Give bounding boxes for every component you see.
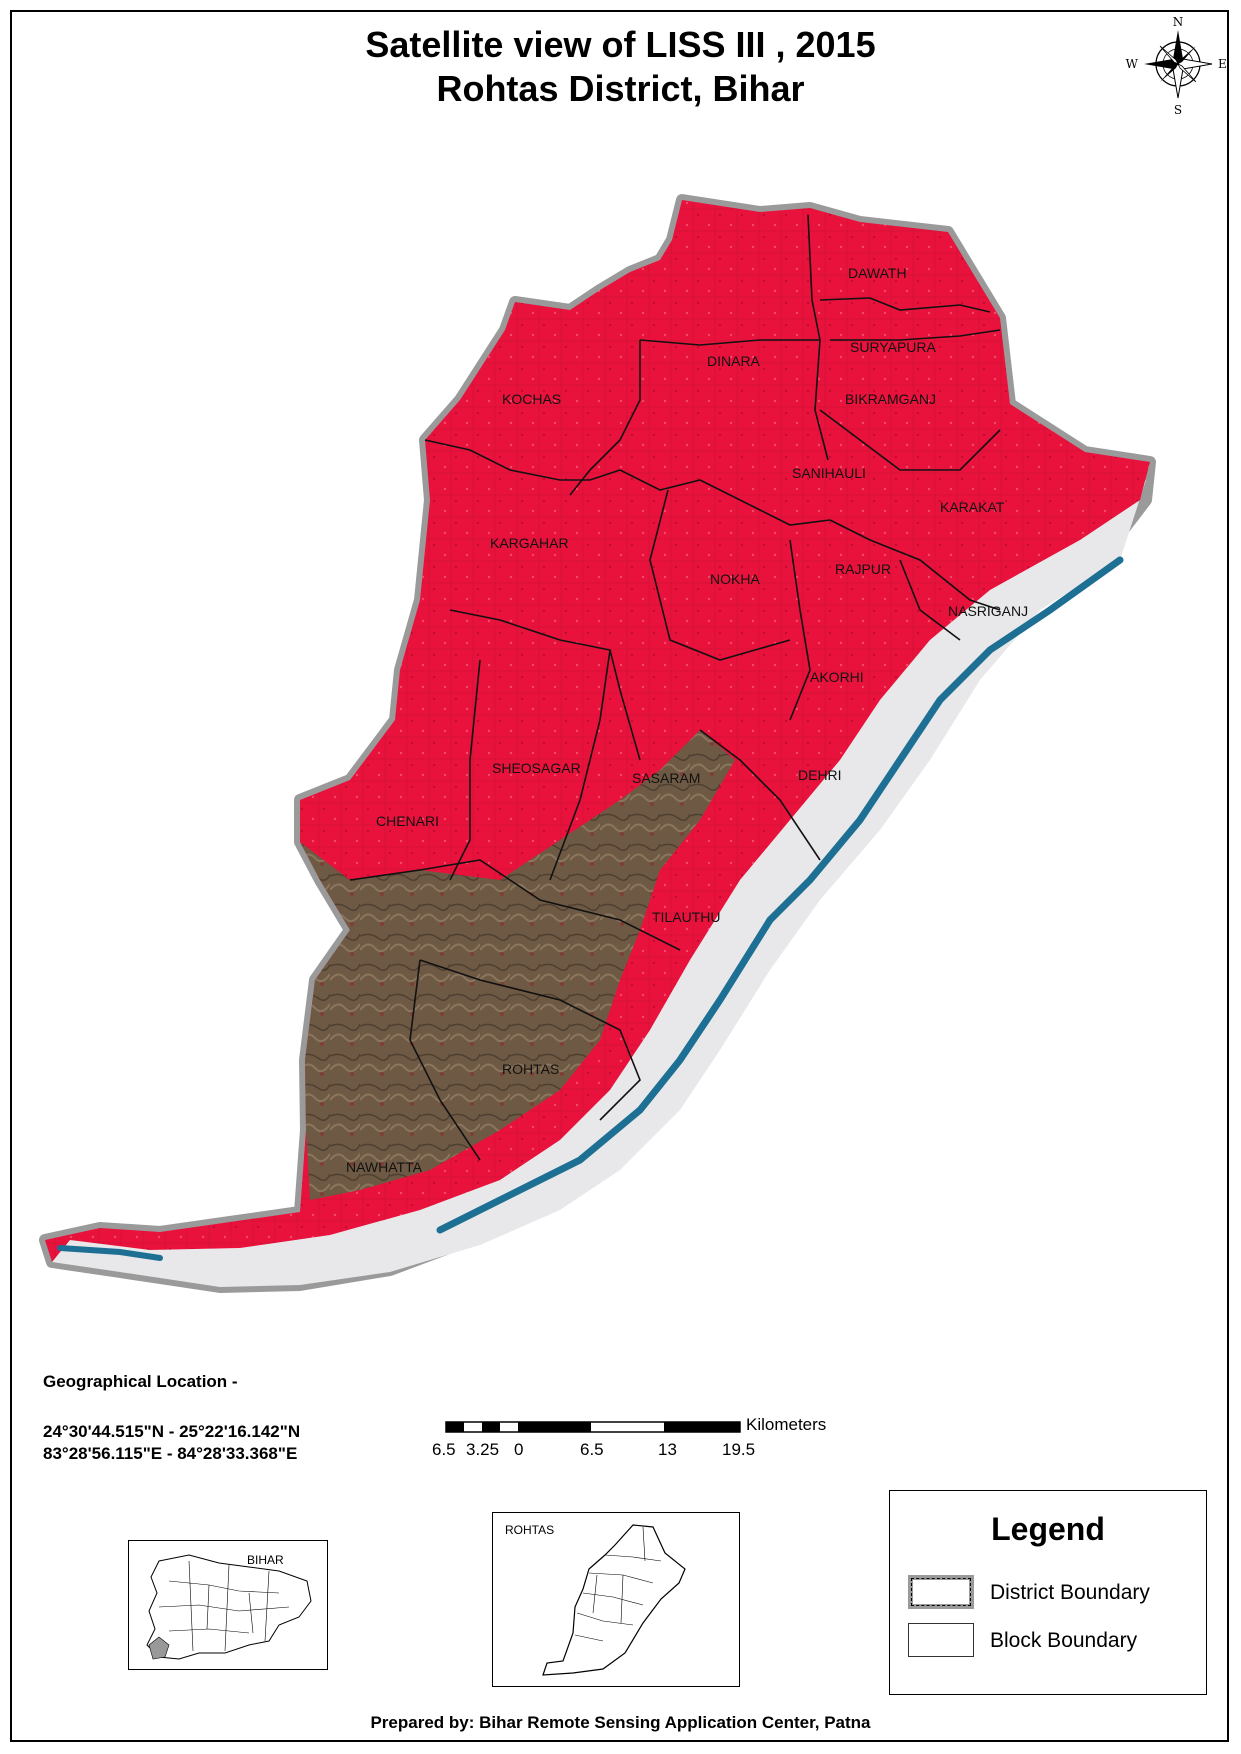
rohtas-inset-map: ROHTAS [492,1512,740,1687]
block-label: NASRIGANJ [948,603,1028,619]
footer-credit: Prepared by: Bihar Remote Sensing Applic… [370,1713,871,1732]
block-boundaries [349,214,1001,1161]
block-label: KOCHAS [502,391,561,407]
block-labels: DAWATH SURYAPURA DINARA KOCHAS BIKRAMGAN… [346,265,1028,1175]
bihar-inset-label: BIHAR [247,1553,284,1567]
plateau-hills [300,730,735,1200]
scale-tick: 3.25 [466,1440,500,1459]
block-boundary-swatch [908,1623,974,1657]
legend-title: Legend [991,1511,1105,1547]
legend-label: Block Boundary [990,1629,1138,1652]
map-title: Satellite view of LISS III , 2015 [365,24,876,65]
river-sand-bank [52,480,1146,1287]
svg-text:S: S [1174,103,1182,117]
block-label: SHEOSAGAR [492,760,581,776]
block-label: SASARAM [632,770,700,786]
scale-tick: 6.5 [432,1440,456,1459]
block-label: ROHTAS [502,1061,559,1077]
geo-latitude-range: 24°30'44.515"N - 25°22'16.142"N [43,1422,301,1441]
scale-tick: 13 [658,1440,677,1459]
block-label: BIKRAMGANJ [845,391,936,407]
block-label: SURYAPURA [850,339,937,355]
block-label: KARGAHAR [490,535,569,551]
map-frame [10,10,1229,1742]
block-label: DAWATH [848,265,907,281]
rohtas-inset-label: ROHTAS [505,1523,555,1537]
svg-text:E: E [1218,57,1227,71]
block-label: DEHRI [798,767,842,783]
rohtas-outline [542,1524,686,1676]
scale-tick: 0 [514,1440,524,1459]
legend: Legend District Boundary Block Boundary [889,1490,1207,1695]
geo-longitude-range: 83°28'56.115"E - 84°28'33.368"E [43,1444,298,1463]
block-label: DINARA [707,353,761,369]
scale-unit: Kilometers [746,1415,827,1434]
scale-tick: 6.5 [580,1440,604,1459]
svg-text:N: N [1173,15,1184,29]
river-son-lower [57,1245,163,1261]
river-son [436,556,1124,1234]
block-label: NOKHA [710,571,760,587]
district-boundary-swatch [908,1575,974,1609]
bihar-outline [146,1554,312,1660]
block-label: CHENARI [376,813,439,829]
geo-location-heading: Geographical Location - [43,1372,238,1391]
block-label: NAWHATTA [346,1159,423,1175]
block-label: RAJPUR [835,561,891,577]
block-label: AKORHI [810,669,864,685]
svg-text:W: W [1126,57,1139,71]
map-subtitle: Rohtas District, Bihar [436,68,805,109]
legend-label: District Boundary [990,1581,1150,1604]
block-label: KARAKAT [940,499,1005,515]
scale-tick: 19.5 [722,1440,756,1459]
north-arrow-icon: N S E W [1126,15,1227,117]
scale-bar [445,1421,741,1433]
block-label: TILAUTHU [652,909,720,925]
bihar-inset-map: BIHAR [128,1540,328,1670]
block-label: SANIHAULI [792,465,866,481]
